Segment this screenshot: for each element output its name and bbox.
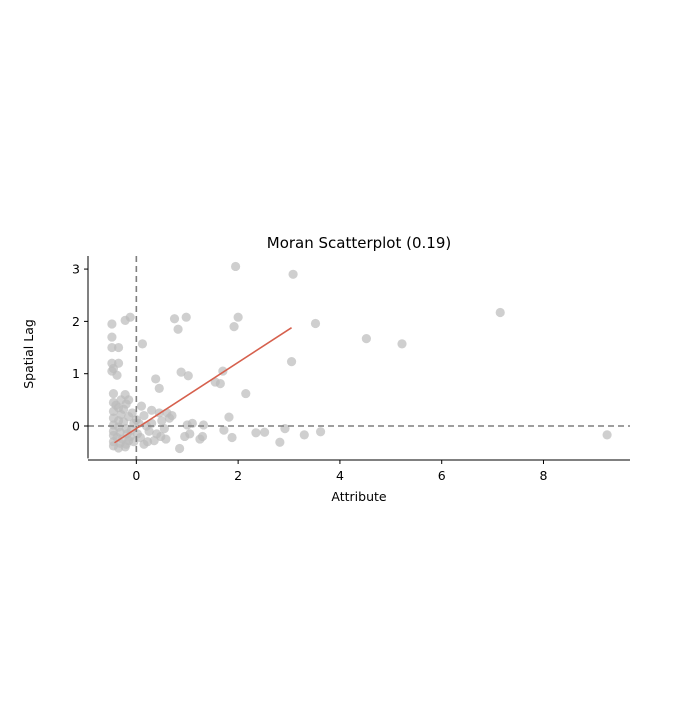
scatter-point bbox=[397, 339, 407, 349]
x-tick-label: 6 bbox=[438, 468, 446, 483]
scatter-point bbox=[164, 413, 175, 423]
scatter-point bbox=[137, 339, 148, 349]
scatter-point bbox=[195, 434, 205, 444]
scatter-point bbox=[173, 324, 183, 334]
scatter-point bbox=[259, 427, 270, 437]
scatter-point bbox=[251, 428, 261, 438]
scatter-point bbox=[154, 383, 164, 393]
scatter-point bbox=[107, 342, 117, 353]
x-tick-label: 2 bbox=[234, 468, 242, 483]
y-tick-label: 0 bbox=[72, 419, 80, 434]
scatter-point bbox=[107, 319, 117, 329]
scatter-point bbox=[227, 432, 237, 443]
reference-lines bbox=[88, 256, 630, 460]
scatter-point bbox=[169, 314, 180, 324]
scatter-point bbox=[310, 318, 321, 329]
chart-title: Moran Scatterplot (0.19) bbox=[267, 234, 452, 252]
points-layer bbox=[107, 261, 612, 454]
y-tick-label: 2 bbox=[72, 314, 80, 329]
scatter-point bbox=[121, 399, 131, 409]
scatter-point bbox=[361, 334, 371, 344]
scatter-point bbox=[182, 420, 192, 430]
scatter-point bbox=[112, 370, 122, 380]
scatter-point bbox=[602, 430, 612, 440]
scatter-point bbox=[219, 425, 229, 435]
y-tick-label: 3 bbox=[72, 262, 80, 277]
scatter-point bbox=[107, 332, 117, 342]
scatter-point bbox=[230, 261, 241, 272]
scatter-point bbox=[108, 388, 119, 399]
scatter-point bbox=[286, 357, 297, 367]
axes: 0 2 4 6 8 0 1 2 3 bbox=[72, 256, 630, 483]
scatter-point bbox=[495, 307, 505, 318]
x-axis-label: Attribute bbox=[331, 489, 387, 504]
x-tick-label: 8 bbox=[540, 468, 548, 483]
scatter-point bbox=[157, 416, 167, 426]
scatter-point bbox=[198, 420, 209, 430]
x-tick-label: 4 bbox=[336, 468, 344, 483]
scatter-point bbox=[299, 430, 309, 440]
scatter-point bbox=[224, 412, 234, 422]
scatter-point bbox=[175, 443, 185, 454]
scatter-point bbox=[139, 410, 149, 421]
fit-line bbox=[114, 326, 293, 444]
scatter-point bbox=[275, 437, 285, 447]
scatter-point bbox=[113, 342, 124, 353]
scatter-point bbox=[120, 442, 130, 452]
scatter-point bbox=[120, 315, 130, 325]
scatter-point bbox=[151, 374, 161, 384]
scatter-point bbox=[127, 408, 137, 418]
scatter-point bbox=[180, 431, 190, 442]
y-axis-label: Spatial Lag bbox=[21, 319, 36, 389]
scatter-point bbox=[142, 437, 153, 447]
scatter-point bbox=[132, 429, 142, 439]
scatter-point bbox=[181, 312, 191, 322]
scatter-point bbox=[183, 371, 193, 381]
x-tick-label: 0 bbox=[132, 468, 140, 483]
scatter-point bbox=[229, 322, 239, 332]
scatter-point bbox=[136, 401, 147, 411]
scatter-point bbox=[241, 388, 251, 399]
y-tick-label: 1 bbox=[72, 366, 80, 381]
scatter-point bbox=[176, 367, 186, 377]
scatter-point bbox=[288, 269, 298, 279]
scatter-point bbox=[147, 405, 157, 415]
scatter-point bbox=[233, 312, 243, 322]
scatter-point bbox=[156, 431, 166, 442]
scatter-point bbox=[113, 358, 124, 368]
scatter-point bbox=[315, 427, 326, 437]
scatter-point bbox=[210, 377, 220, 387]
fit-line-layer bbox=[114, 326, 293, 444]
